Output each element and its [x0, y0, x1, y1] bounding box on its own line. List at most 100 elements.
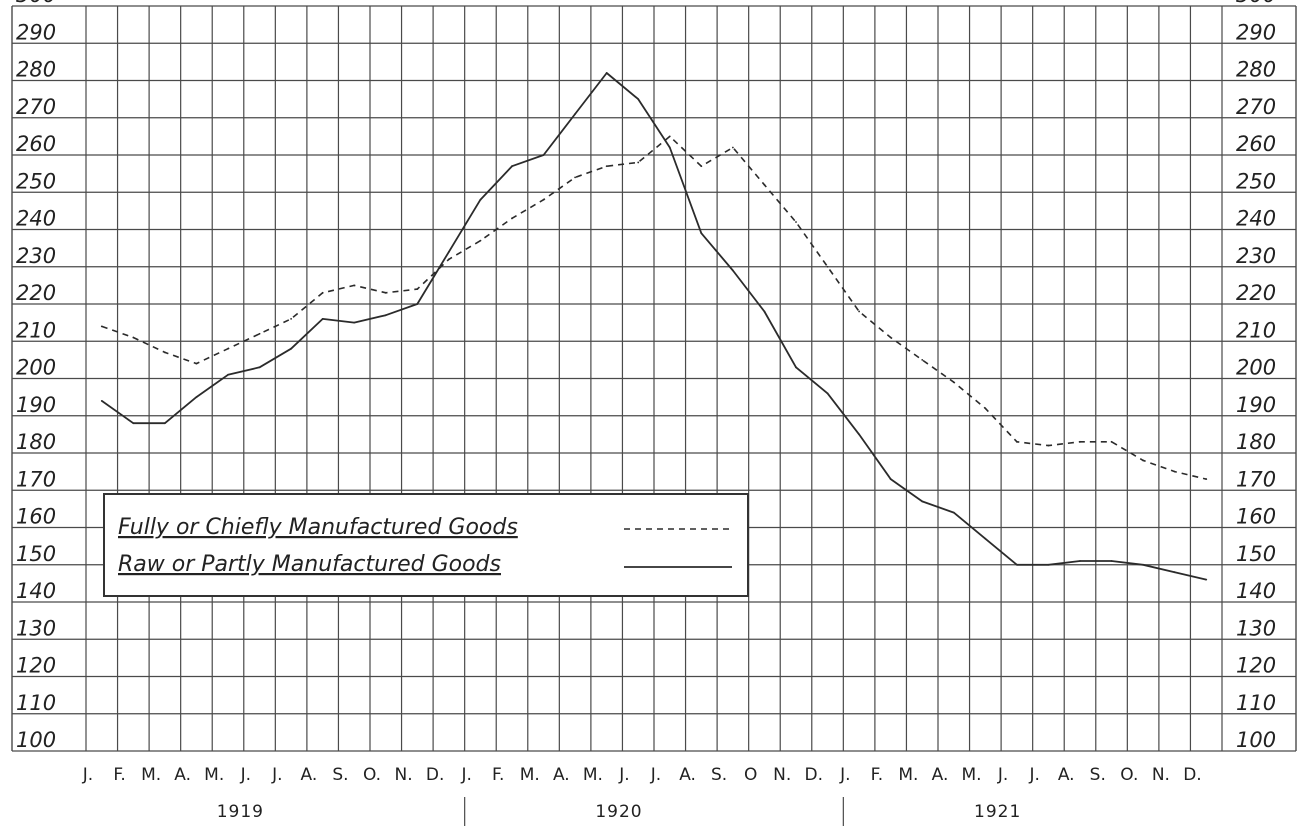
data-point-series-1	[1110, 440, 1113, 443]
x-tick-label: M.	[520, 765, 540, 785]
data-point-series-1	[258, 332, 261, 335]
y-tick-label-left: 210	[16, 318, 56, 342]
data-point-series-1	[700, 165, 703, 168]
data-point-series-1	[605, 165, 608, 168]
y-tick-label-right: 300	[1236, 0, 1276, 7]
y-tick-label-left: 140	[16, 579, 56, 603]
y-tick-label-right: 220	[1236, 281, 1276, 305]
y-tick-label-right: 110	[1236, 691, 1276, 715]
x-tick-label: J.	[650, 765, 661, 785]
data-point-series-2	[984, 537, 987, 540]
data-point-series-1	[353, 284, 356, 287]
year-label: 1920	[595, 802, 642, 822]
data-point-series-2	[511, 165, 513, 168]
data-point-series-1	[858, 310, 861, 313]
data-point-series-2	[479, 198, 482, 201]
year-label: 1919	[217, 802, 264, 822]
x-tick-label: J.	[82, 765, 93, 785]
data-point-series-1	[447, 258, 450, 261]
y-tick-label-left: 230	[16, 244, 56, 268]
data-point-series-2	[1079, 560, 1081, 562]
data-point-series-2	[731, 269, 734, 272]
x-tick-label: N.	[773, 765, 791, 785]
data-point-series-2	[1173, 571, 1176, 574]
data-point-series-2	[700, 232, 703, 235]
x-tick-label: J.	[839, 765, 850, 785]
data-point-series-1	[1079, 440, 1081, 443]
y-tick-label-left: 290	[16, 20, 56, 44]
data-point-series-1	[889, 336, 892, 339]
legend: Fully or Chiefly Manufactured Goods Raw …	[103, 493, 749, 597]
x-tick-label: M.	[204, 765, 224, 785]
data-point-series-1	[511, 217, 513, 220]
y-tick-label-right: 100	[1236, 728, 1276, 752]
data-point-series-2	[1142, 563, 1145, 566]
data-point-series-1	[290, 318, 293, 320]
x-tick-label: A.	[1058, 765, 1075, 785]
data-point-series-1	[384, 291, 387, 294]
data-point-series-1	[637, 161, 640, 164]
data-point-series-2	[447, 250, 450, 253]
data-point-series-2	[605, 72, 608, 74]
y-tick-label-left: 130	[16, 616, 56, 640]
y-tick-label-right: 200	[1236, 356, 1276, 380]
data-point-series-2	[1047, 563, 1050, 566]
data-point-series-1	[416, 288, 419, 290]
data-point-series-1	[921, 358, 924, 361]
x-tick-label: F.	[113, 765, 125, 785]
x-tick-label: J.	[460, 765, 471, 785]
data-point-series-2	[1110, 560, 1113, 562]
data-point-series-1	[574, 176, 577, 179]
y-tick-label-right: 160	[1236, 505, 1276, 529]
x-tick-label: M.	[898, 765, 918, 785]
data-point-series-2	[353, 321, 356, 324]
data-point-series-1	[100, 325, 103, 328]
data-point-series-1	[227, 347, 229, 350]
y-tick-label-left: 280	[16, 58, 56, 82]
data-point-series-2	[826, 392, 829, 395]
data-point-series-2	[100, 399, 103, 402]
series-line-1	[101, 135, 1207, 480]
data-point-series-2	[542, 154, 545, 156]
data-point-series-1	[479, 239, 482, 242]
x-tick-label: J.	[240, 765, 251, 785]
x-tick-label: A.	[553, 765, 570, 785]
x-tick-label: M.	[141, 765, 161, 785]
year-label: 1921	[974, 802, 1021, 822]
x-tick-label: A.	[932, 765, 949, 785]
y-tick-label-left: 110	[16, 691, 56, 715]
x-tick-label: O	[744, 765, 757, 785]
data-point-series-1	[826, 265, 829, 268]
legend-label-series-1: Fully or Chiefly Manufactured Goods	[118, 515, 518, 540]
series-lines	[100, 72, 1208, 581]
data-point-series-2	[952, 511, 955, 514]
y-tick-label-right: 210	[1236, 318, 1276, 342]
y-tick-label-left: 180	[16, 430, 56, 454]
data-point-series-2	[384, 314, 387, 317]
y-tick-label-right: 230	[1236, 244, 1276, 268]
data-point-series-2	[1015, 563, 1018, 566]
data-point-series-2	[1205, 578, 1208, 581]
x-axis-month-labels: J. F. M. A. M. J. J. A. S. O. N. D. J. F. M. A. M. J. J. A.…	[82, 765, 1202, 785]
y-tick-label-left: 150	[16, 542, 56, 566]
y-tick-label-left: 240	[16, 207, 56, 231]
data-point-series-1	[952, 381, 955, 384]
data-point-series-2	[574, 113, 577, 115]
x-tick-label: J.	[271, 765, 282, 785]
y-tick-label-right: 270	[1236, 95, 1276, 119]
data-point-series-1	[321, 291, 324, 294]
data-point-series-1	[542, 198, 545, 201]
y-tick-label-right: 150	[1236, 542, 1276, 566]
y-tick-label-right: 250	[1236, 169, 1276, 193]
x-tick-label: O.	[363, 765, 381, 785]
x-tick-label: D.	[805, 765, 824, 785]
data-point-series-2	[132, 422, 135, 425]
data-point-series-1	[795, 221, 797, 223]
data-point-series-2	[163, 422, 166, 425]
x-tick-label: M.	[962, 765, 982, 785]
data-point-series-1	[1142, 459, 1145, 462]
y-tick-label-right: 180	[1236, 430, 1276, 454]
x-tick-label: N.	[1152, 765, 1170, 785]
data-point-series-1	[132, 336, 135, 339]
